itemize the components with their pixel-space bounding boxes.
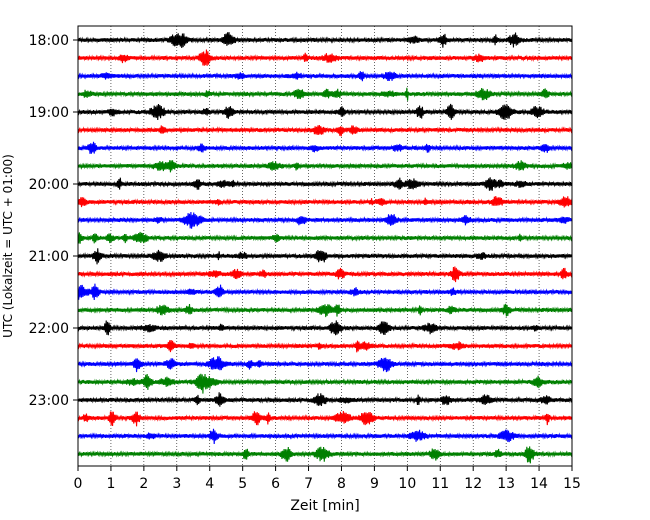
y-axis-ticks: 18:00 19:00 20:00 21:00 22:00 23:00 xyxy=(29,33,78,409)
x-tick-label: 1 xyxy=(106,476,115,492)
x-tick-label: 10 xyxy=(398,476,416,492)
x-tick-label: 6 xyxy=(271,476,280,492)
y-tick-label: 22:00 xyxy=(29,321,69,337)
x-axis-ticks: 0 1 2 3 4 5 6 7 8 9 10 11 12 13 14 15 xyxy=(74,466,581,492)
x-tick-label: 12 xyxy=(464,476,482,492)
x-tick-label: 14 xyxy=(530,476,548,492)
x-tick-label: 0 xyxy=(74,476,83,492)
x-tick-label: 9 xyxy=(370,476,379,492)
x-tick-label: 7 xyxy=(304,476,313,492)
y-tick-label: 19:00 xyxy=(29,105,69,121)
x-tick-label: 5 xyxy=(238,476,247,492)
x-tick-label: 2 xyxy=(139,476,148,492)
y-tick-label: 23:00 xyxy=(29,393,69,409)
x-tick-label: 11 xyxy=(431,476,449,492)
x-tick-label: 13 xyxy=(497,476,515,492)
x-tick-label: 4 xyxy=(205,476,214,492)
x-tick-label: 8 xyxy=(337,476,346,492)
y-tick-label: 18:00 xyxy=(29,33,69,49)
y-axis-label: UTC (Lokalzeit = UTC + 01:00) xyxy=(1,154,15,338)
y-tick-label: 20:00 xyxy=(29,177,69,193)
x-axis-label: Zeit [min] xyxy=(290,498,359,514)
x-tick-label: 3 xyxy=(172,476,181,492)
x-tick-label: 15 xyxy=(563,476,581,492)
y-tick-label: 21:00 xyxy=(29,249,69,265)
